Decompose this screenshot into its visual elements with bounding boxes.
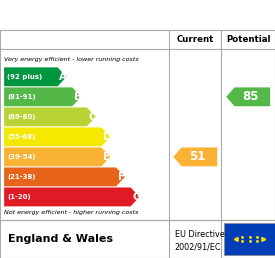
Text: (21-38): (21-38) — [7, 174, 36, 180]
Text: (1-20): (1-20) — [7, 194, 31, 200]
Text: (69-80): (69-80) — [7, 114, 36, 120]
Text: F: F — [118, 172, 125, 182]
Text: Potential: Potential — [226, 35, 270, 44]
Polygon shape — [4, 67, 67, 86]
Text: EU Directive: EU Directive — [175, 230, 224, 239]
Polygon shape — [4, 188, 139, 206]
Text: (81-91): (81-91) — [7, 94, 36, 100]
Polygon shape — [173, 148, 217, 166]
Text: C: C — [89, 112, 96, 122]
Text: England & Wales: England & Wales — [8, 234, 113, 244]
Text: 85: 85 — [242, 90, 258, 103]
Text: E: E — [103, 152, 110, 162]
Text: (55-68): (55-68) — [7, 134, 36, 140]
Text: A: A — [59, 72, 67, 82]
Text: 2002/91/EC: 2002/91/EC — [175, 242, 221, 251]
Text: Very energy efficient - lower running costs: Very energy efficient - lower running co… — [4, 57, 139, 62]
Text: G: G — [132, 192, 141, 202]
Text: Not energy efficient - higher running costs: Not energy efficient - higher running co… — [4, 210, 139, 215]
Polygon shape — [4, 167, 125, 186]
Text: B: B — [74, 92, 82, 102]
Polygon shape — [4, 148, 110, 166]
Polygon shape — [4, 107, 96, 126]
Polygon shape — [4, 87, 81, 106]
Text: 51: 51 — [189, 150, 206, 163]
Text: (39-54): (39-54) — [7, 154, 36, 160]
Polygon shape — [4, 127, 110, 146]
Text: Current: Current — [177, 35, 214, 44]
Polygon shape — [226, 87, 270, 106]
Text: Energy Efficiency Rating: Energy Efficiency Rating — [8, 9, 192, 22]
Text: D: D — [103, 132, 112, 142]
Bar — [224, 223, 275, 255]
Text: (92 plus): (92 plus) — [7, 74, 43, 80]
